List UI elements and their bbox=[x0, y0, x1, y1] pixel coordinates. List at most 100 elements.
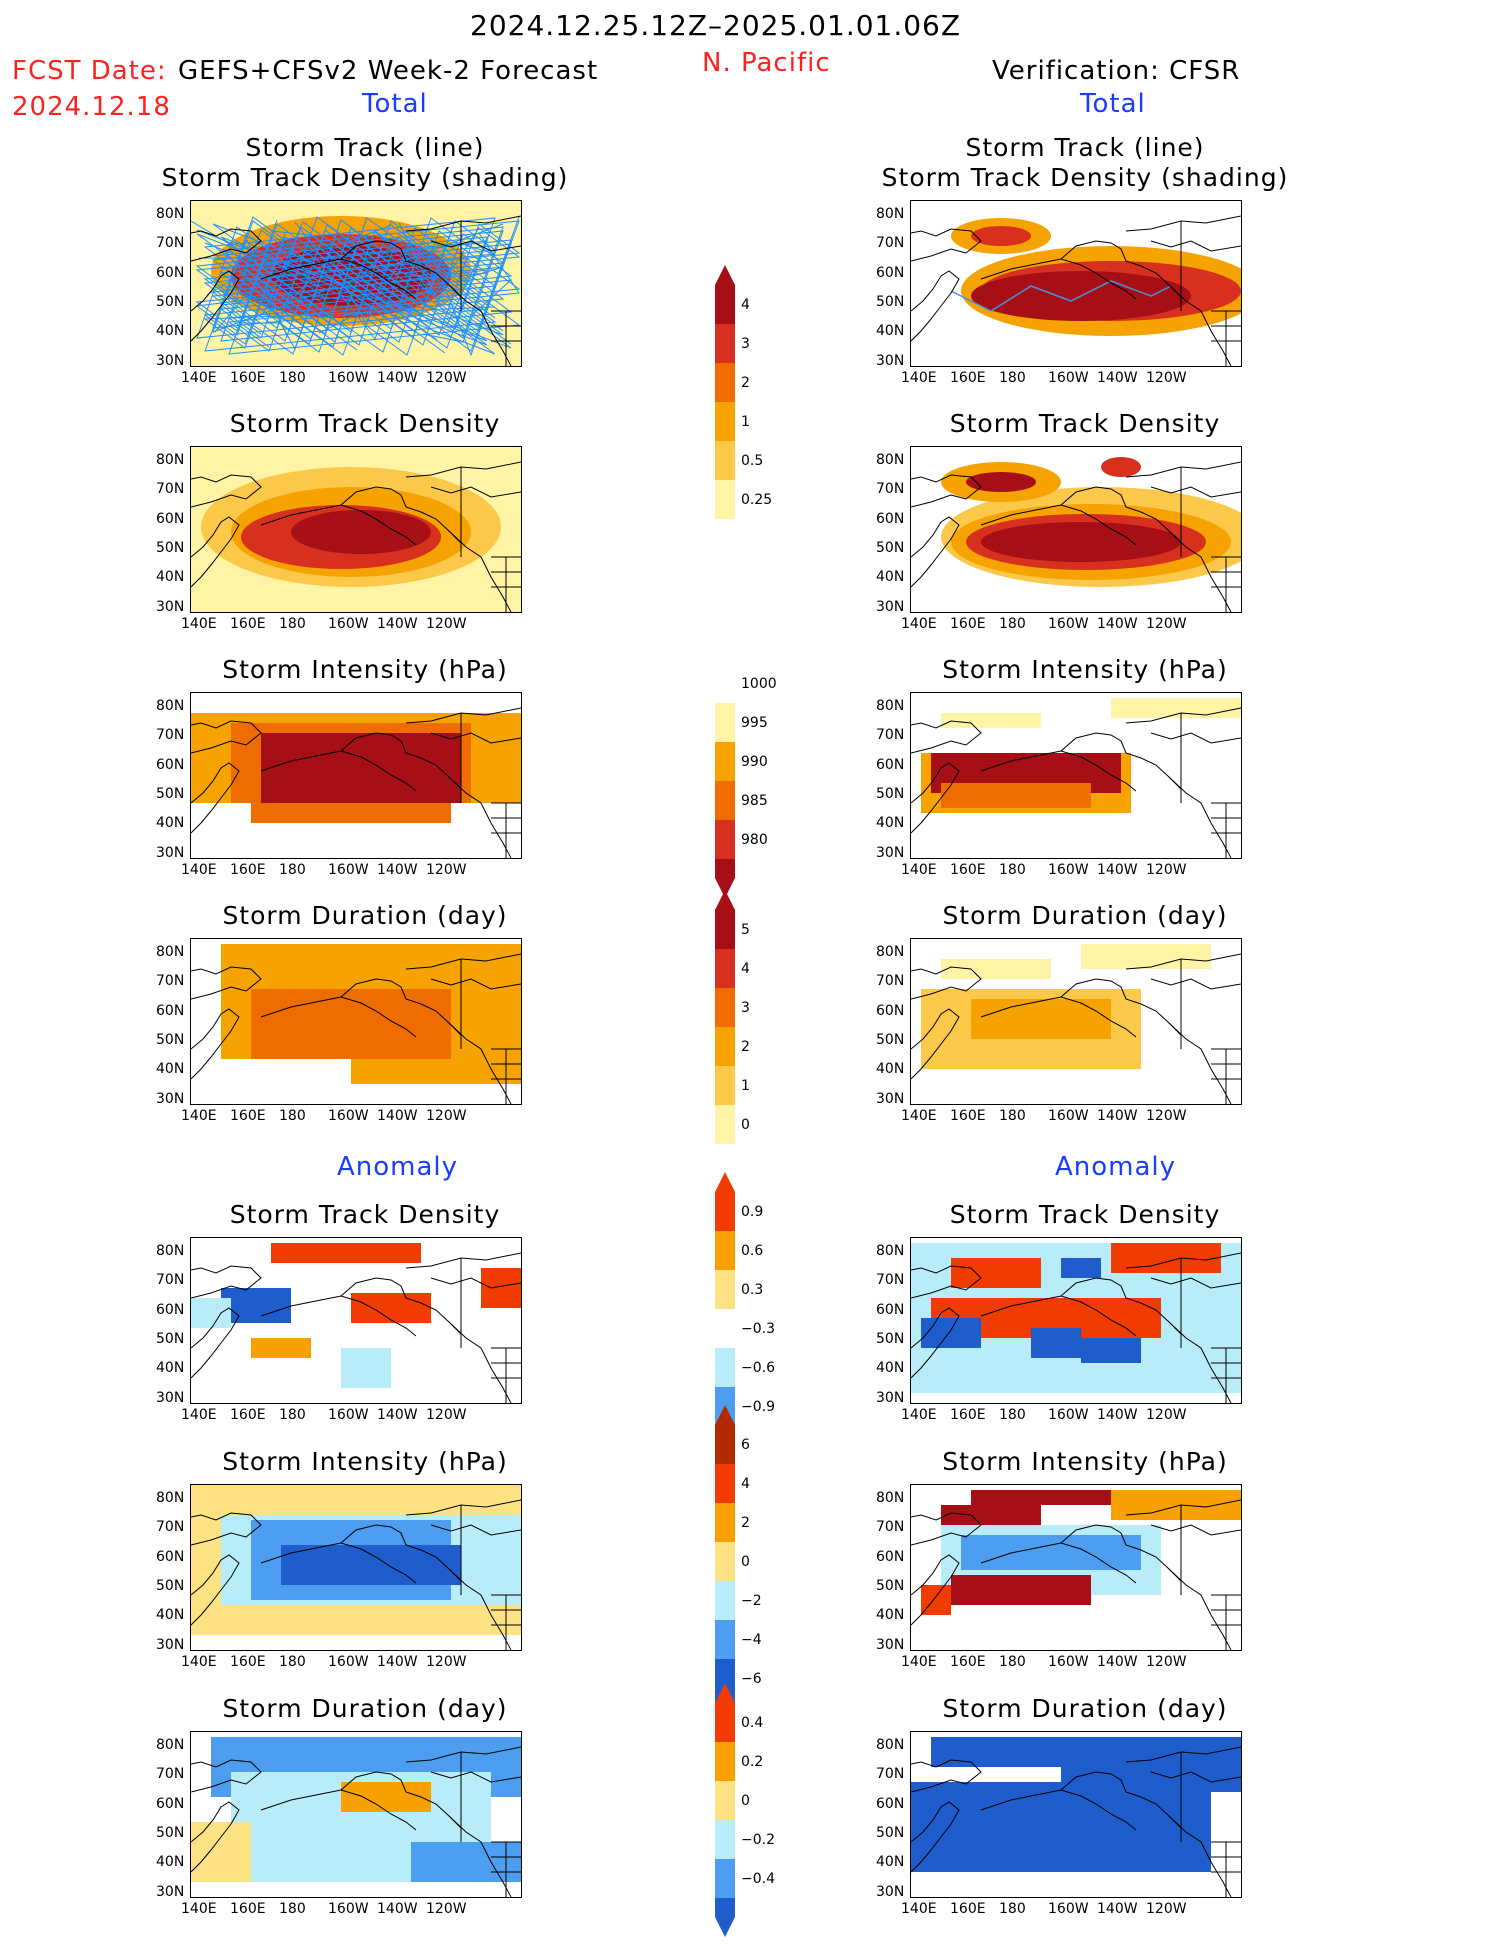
coastline bbox=[1060, 978, 1182, 1036]
colorbar-segment bbox=[715, 1503, 735, 1542]
y-tick-label: 40N bbox=[876, 323, 905, 340]
map-plot bbox=[191, 1485, 521, 1650]
x-tick-label: 180 bbox=[999, 1407, 1026, 1423]
panel-title: Storm Intensity (hPa) bbox=[942, 1447, 1228, 1476]
colorbar-segment bbox=[715, 1542, 735, 1581]
x-tick-label: 160W bbox=[1048, 1407, 1089, 1423]
shaded-cell bbox=[1081, 1338, 1141, 1363]
storm-track-line bbox=[220, 236, 512, 349]
shaded-cell bbox=[1061, 1762, 1241, 1792]
x-tick-label: 160E bbox=[950, 862, 986, 878]
x-tick-label: 120W bbox=[426, 616, 467, 632]
panel-title: Storm Track Density bbox=[949, 409, 1221, 438]
x-tick-label: 120W bbox=[426, 370, 467, 386]
coastline bbox=[430, 732, 521, 744]
y-tick-label: 50N bbox=[156, 1577, 185, 1594]
total-label-right: Total bbox=[1080, 89, 1146, 119]
colorbar-segment bbox=[715, 480, 735, 519]
colorbar-label: 6 bbox=[741, 1437, 750, 1453]
colorbar-label: 2 bbox=[741, 375, 750, 391]
panel-title: Storm Intensity (hPa) bbox=[942, 655, 1228, 684]
y-tick-label: 80N bbox=[876, 944, 905, 960]
panel-title: Storm Duration (day) bbox=[942, 1694, 1228, 1723]
panel-title: Storm Duration (day) bbox=[942, 901, 1228, 930]
x-tick-label: 160E bbox=[230, 1108, 266, 1124]
y-tick-label: 70N bbox=[156, 481, 185, 498]
y-tick-label: 30N bbox=[876, 1389, 905, 1406]
coastline bbox=[191, 1307, 240, 1379]
y-tick-label: 30N bbox=[156, 1883, 185, 1900]
coastline bbox=[911, 1307, 960, 1379]
x-tick-label: 140W bbox=[1097, 616, 1138, 632]
coastline bbox=[191, 1512, 262, 1546]
verification-density-map bbox=[910, 446, 1242, 613]
coastline bbox=[980, 996, 1137, 1038]
x-tick-label: 140E bbox=[901, 1108, 937, 1124]
colorbar-label: 0.9 bbox=[741, 1204, 764, 1220]
y-tick-label: 40N bbox=[156, 1854, 185, 1871]
coastline bbox=[430, 1771, 521, 1783]
coastline bbox=[980, 1542, 1137, 1584]
coastline bbox=[430, 486, 521, 498]
y-tick-label: 80N bbox=[156, 1737, 185, 1753]
x-tick-label: 180 bbox=[999, 370, 1026, 386]
colorbar-segment bbox=[715, 1105, 735, 1144]
coastline bbox=[340, 1771, 462, 1829]
y-tick-label: 50N bbox=[876, 539, 905, 556]
coastline bbox=[1211, 1347, 1241, 1403]
y-tick-label: 30N bbox=[156, 598, 185, 615]
y-tick-label: 80N bbox=[876, 452, 905, 468]
coastline bbox=[911, 762, 960, 834]
storm-track-line bbox=[195, 223, 488, 341]
x-tick-label: 180 bbox=[279, 1407, 306, 1423]
y-tick-label: 50N bbox=[156, 1824, 185, 1841]
storm-track-line bbox=[219, 219, 512, 357]
colorbar-label: 4 bbox=[741, 297, 750, 313]
x-tick-label: 140E bbox=[901, 1901, 937, 1917]
x-tick-label: 140W bbox=[1097, 1108, 1138, 1124]
storm-track-line bbox=[196, 226, 489, 339]
forecast-anom-duration-map bbox=[190, 1731, 522, 1898]
coastline bbox=[911, 1265, 982, 1299]
map-plot bbox=[911, 939, 1241, 1104]
map-plot bbox=[911, 447, 1241, 612]
storm-track-line bbox=[227, 232, 520, 352]
colorbar-segment bbox=[715, 265, 735, 324]
y-tick-label: 30N bbox=[876, 598, 905, 615]
colorbar-label: 4 bbox=[741, 961, 750, 977]
colorbar-segment bbox=[715, 1066, 735, 1105]
x-tick-label: 180 bbox=[999, 862, 1026, 878]
colorbar-label: 0 bbox=[741, 1117, 750, 1133]
shaded-cell bbox=[251, 803, 451, 823]
x-tick-label: 120W bbox=[1146, 862, 1187, 878]
map-plot bbox=[191, 201, 521, 366]
coastline bbox=[911, 1008, 960, 1080]
coastline bbox=[1168, 1568, 1232, 1650]
y-tick-label: 40N bbox=[156, 1607, 185, 1624]
x-tick-label: 140E bbox=[181, 862, 217, 878]
coastline bbox=[191, 228, 262, 262]
storm-track-line bbox=[219, 226, 513, 339]
x-tick-label: 140W bbox=[1097, 1654, 1138, 1670]
shaded-region bbox=[971, 226, 1031, 246]
shaded-cell bbox=[941, 783, 1091, 808]
x-tick-label: 160E bbox=[230, 616, 266, 632]
coastline bbox=[911, 1759, 982, 1793]
colorbar-segment bbox=[715, 1781, 735, 1820]
forecast-duration-map bbox=[190, 938, 522, 1105]
x-tick-label: 160W bbox=[1048, 1901, 1089, 1917]
y-tick-label: 70N bbox=[156, 1766, 185, 1783]
coastline bbox=[1060, 1771, 1182, 1829]
x-tick-label: 140E bbox=[181, 1654, 217, 1670]
coastline bbox=[340, 240, 462, 298]
fcst-date-value: 2024.12.18 bbox=[12, 92, 171, 122]
coastline bbox=[911, 474, 982, 508]
y-tick-label: 70N bbox=[876, 1766, 905, 1783]
y-tick-label: 50N bbox=[876, 1824, 905, 1841]
y-tick-label: 40N bbox=[876, 1854, 905, 1871]
coastline bbox=[980, 750, 1137, 792]
y-tick-label: 50N bbox=[876, 785, 905, 802]
colorbar-label: 0.25 bbox=[741, 492, 773, 508]
coastline bbox=[491, 310, 521, 366]
colorbar-segment bbox=[715, 441, 735, 480]
